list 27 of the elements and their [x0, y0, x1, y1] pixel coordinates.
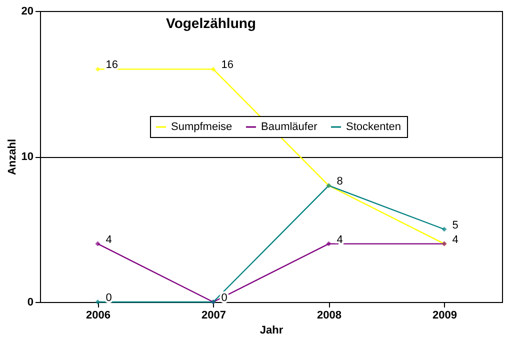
- point: [95, 241, 100, 246]
- data-label: 4: [336, 234, 343, 246]
- y-tick-label: 10: [21, 151, 34, 163]
- point: [442, 226, 447, 232]
- point: [210, 66, 216, 72]
- x-tick-label: 2009: [432, 310, 457, 322]
- data-label: 16: [221, 59, 234, 72]
- point: [95, 66, 100, 72]
- data-label: 5: [452, 219, 458, 232]
- legend-label: Sumpfmeise: [171, 121, 232, 133]
- point: [95, 300, 100, 304]
- point: [326, 241, 332, 246]
- x-tick-label: 2007: [202, 310, 226, 322]
- data-label: 4: [106, 234, 112, 246]
- x-axis-title: Jahr: [260, 324, 284, 336]
- legend-label: Stockenten: [346, 121, 402, 133]
- data-label: 8: [336, 176, 343, 188]
- legend-label: Baumläufer: [261, 121, 318, 133]
- chart-title: Vogelzählung: [166, 15, 256, 31]
- y-tick-label: 20: [21, 6, 34, 18]
- data-label: 0: [106, 292, 112, 304]
- x-tick-label: 2008: [317, 310, 342, 322]
- data-label: 4: [452, 234, 458, 246]
- y-axis-title: Anzahl: [6, 138, 18, 176]
- data-label: 16: [106, 59, 118, 72]
- x-tick-label: 2006: [86, 310, 110, 322]
- y-tick-label: 0: [27, 296, 34, 308]
